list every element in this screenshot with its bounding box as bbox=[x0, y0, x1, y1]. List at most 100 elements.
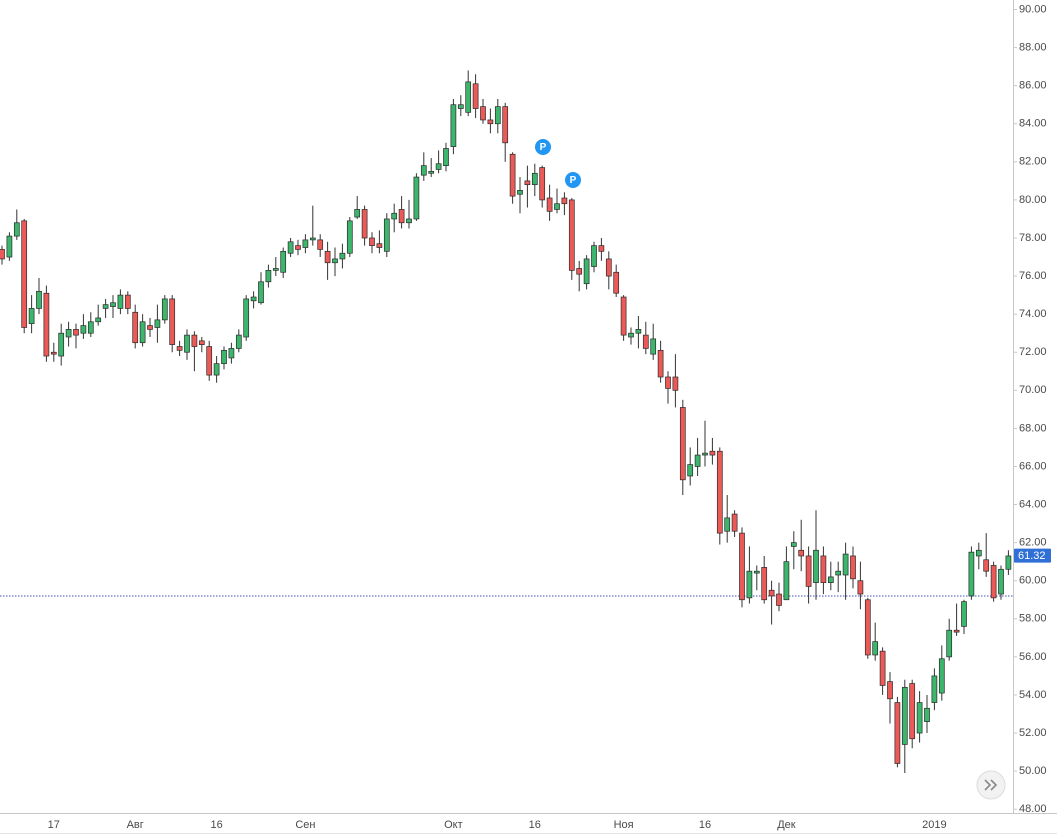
marker[interactable]: P bbox=[535, 139, 551, 155]
candle bbox=[628, 327, 634, 345]
marker[interactable]: P bbox=[565, 172, 581, 188]
candle bbox=[13, 209, 20, 240]
candle bbox=[746, 546, 753, 604]
candle bbox=[857, 561, 864, 610]
candle bbox=[295, 239, 301, 256]
candle bbox=[406, 199, 412, 229]
candle bbox=[790, 531, 797, 570]
candle bbox=[938, 645, 945, 701]
candle bbox=[953, 603, 960, 636]
candle-body bbox=[265, 270, 272, 283]
candle-body bbox=[332, 258, 338, 264]
candle-body bbox=[953, 629, 960, 633]
candle bbox=[235, 329, 242, 353]
candle-body bbox=[975, 549, 982, 557]
candle bbox=[687, 447, 694, 486]
candle-body bbox=[147, 325, 153, 330]
candle-body bbox=[383, 218, 390, 252]
candle bbox=[517, 177, 523, 214]
candle-body bbox=[657, 349, 664, 378]
candle bbox=[494, 99, 501, 134]
candle bbox=[346, 217, 353, 258]
candle bbox=[879, 647, 886, 695]
candle bbox=[435, 150, 442, 174]
candle bbox=[302, 234, 309, 254]
candle-body bbox=[376, 243, 383, 248]
candle bbox=[598, 237, 605, 261]
candle-body bbox=[169, 298, 176, 345]
x-tick-label: Ноя bbox=[614, 819, 634, 831]
candle bbox=[975, 542, 982, 570]
candle bbox=[894, 696, 901, 768]
candle bbox=[813, 510, 819, 600]
candle bbox=[21, 218, 28, 334]
candle bbox=[961, 599, 967, 635]
candle bbox=[487, 108, 494, 134]
candle-body bbox=[576, 268, 583, 275]
candle bbox=[650, 323, 657, 360]
candle bbox=[731, 510, 738, 537]
candle-body bbox=[798, 549, 805, 557]
candle-body bbox=[694, 454, 701, 467]
candle-body bbox=[842, 553, 849, 576]
candle-body bbox=[946, 629, 953, 658]
x-tick-label: 16 bbox=[529, 819, 541, 831]
candle-body bbox=[117, 294, 124, 309]
candle bbox=[161, 295, 168, 324]
candle bbox=[990, 561, 997, 602]
candle-body bbox=[983, 559, 990, 572]
x-tick-label: 17 bbox=[48, 819, 60, 831]
y-tick-label: 88.00 bbox=[1019, 42, 1047, 54]
candle-body bbox=[198, 340, 205, 345]
candle-body bbox=[620, 296, 627, 336]
y-tick-label: 48.00 bbox=[1019, 803, 1047, 815]
candle bbox=[391, 203, 398, 233]
y-tick-label: 78.00 bbox=[1019, 232, 1047, 244]
candle bbox=[213, 356, 220, 383]
candle-body bbox=[968, 551, 975, 597]
candle bbox=[376, 230, 383, 254]
candle-body bbox=[990, 565, 997, 599]
candle bbox=[805, 546, 812, 604]
candle-body bbox=[813, 549, 819, 583]
y-tick-label: 72.00 bbox=[1019, 346, 1047, 358]
candle bbox=[102, 298, 109, 318]
candle bbox=[850, 546, 856, 589]
candle-body bbox=[783, 561, 790, 601]
candle bbox=[968, 546, 975, 600]
candle-body bbox=[110, 302, 116, 307]
candle-body bbox=[961, 601, 967, 627]
candle bbox=[672, 354, 679, 408]
candle-body bbox=[613, 271, 620, 294]
candle bbox=[0, 245, 5, 265]
candle bbox=[864, 597, 871, 659]
candle bbox=[443, 142, 449, 172]
candle-body bbox=[472, 83, 479, 109]
candle bbox=[354, 196, 361, 219]
candle-body bbox=[687, 464, 694, 477]
candle bbox=[383, 213, 390, 258]
candle bbox=[361, 205, 368, 246]
candle-body bbox=[95, 317, 102, 323]
candle-body bbox=[872, 641, 879, 656]
candle-body bbox=[13, 222, 20, 237]
candle-body bbox=[909, 683, 916, 740]
scroll-button[interactable] bbox=[976, 770, 1006, 800]
candle-body bbox=[398, 209, 405, 224]
candle bbox=[605, 251, 612, 290]
candle-body bbox=[346, 220, 353, 254]
candle bbox=[191, 331, 198, 372]
candle-body bbox=[43, 292, 50, 357]
candle bbox=[998, 565, 1004, 600]
candle bbox=[339, 243, 346, 269]
candle-body bbox=[65, 329, 72, 338]
candle bbox=[909, 679, 916, 749]
candle bbox=[946, 618, 953, 661]
candle-body bbox=[546, 197, 553, 212]
candle bbox=[665, 371, 671, 404]
candle bbox=[332, 247, 338, 277]
candle-body bbox=[879, 650, 886, 686]
candle-body bbox=[228, 348, 235, 359]
candle-body bbox=[317, 239, 324, 250]
